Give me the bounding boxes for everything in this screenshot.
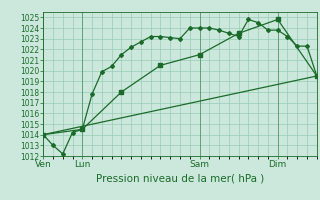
X-axis label: Pression niveau de la mer( hPa ): Pression niveau de la mer( hPa ) (96, 173, 264, 183)
